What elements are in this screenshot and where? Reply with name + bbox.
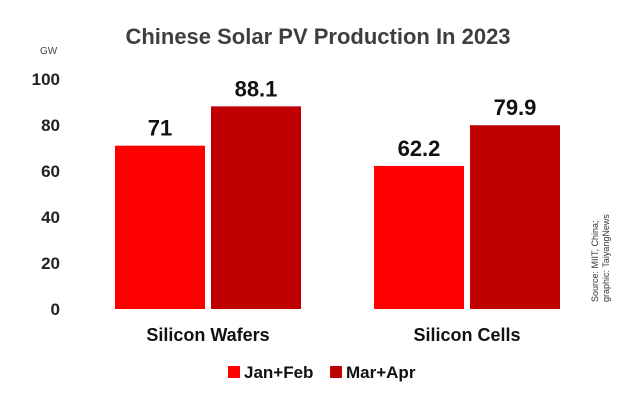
bar-mar-apr-0 (211, 106, 301, 310)
data-label: 71 (148, 116, 172, 141)
data-label: 88.1 (235, 76, 278, 101)
y-tick-label: 80 (41, 116, 60, 135)
y-tick-label: 0 (51, 300, 60, 319)
legend-label: Mar+Apr (346, 363, 416, 382)
source-line-2: graphic: TaiyangNews (601, 214, 611, 302)
source-line-1: Source: MIIT, China; (590, 220, 600, 302)
legend-label: Jan+Feb (244, 363, 313, 382)
bar-jan-feb-1 (374, 165, 464, 309)
y-axis: 0 20 40 60 80 100 (32, 70, 60, 319)
legend-swatch (330, 366, 342, 378)
data-label: 62.2 (398, 136, 441, 161)
legend: Jan+Feb Mar+Apr (228, 363, 416, 382)
legend-swatch (228, 366, 240, 378)
y-tick-label: 40 (41, 208, 60, 227)
x-category-label: Silicon Wafers (146, 325, 269, 345)
x-category-label: Silicon Cells (413, 325, 520, 345)
bars: 71 88.1 62.2 79.9 (115, 76, 560, 310)
data-label: 79.9 (494, 95, 537, 120)
chart-title: Chinese Solar PV Production In 2023 (125, 24, 510, 49)
bar-jan-feb-0 (115, 145, 205, 309)
y-tick-label: 100 (32, 70, 60, 89)
y-tick-label: 60 (41, 162, 60, 181)
y-axis-unit: GW (40, 46, 58, 57)
y-tick-label: 20 (41, 254, 60, 273)
bar-mar-apr-1 (470, 125, 560, 309)
x-axis: Silicon Wafers Silicon Cells (146, 325, 520, 345)
